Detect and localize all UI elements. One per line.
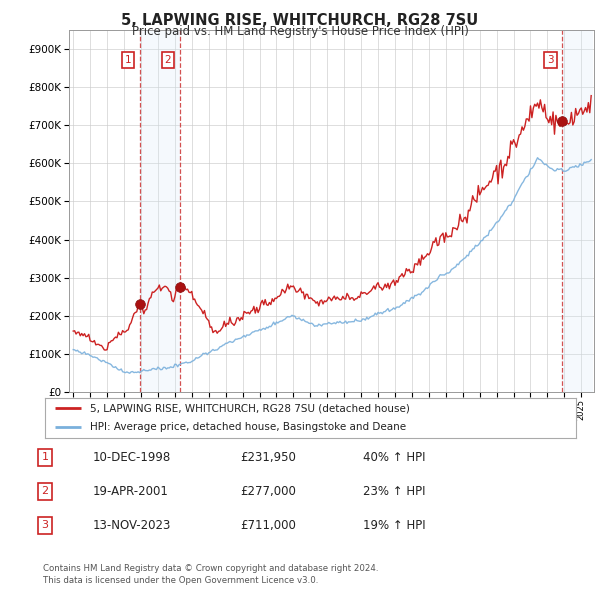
Text: 13-NOV-2023: 13-NOV-2023 — [93, 519, 172, 532]
Text: HPI: Average price, detached house, Basingstoke and Deane: HPI: Average price, detached house, Basi… — [90, 422, 406, 432]
Text: 3: 3 — [41, 520, 49, 530]
Text: 40% ↑ HPI: 40% ↑ HPI — [363, 451, 425, 464]
Text: 3: 3 — [547, 55, 554, 65]
Text: £711,000: £711,000 — [240, 519, 296, 532]
Text: 10-DEC-1998: 10-DEC-1998 — [93, 451, 171, 464]
Bar — [140, 30, 180, 392]
Text: 1: 1 — [124, 55, 131, 65]
Text: Price paid vs. HM Land Registry's House Price Index (HPI): Price paid vs. HM Land Registry's House … — [131, 25, 469, 38]
Text: £231,950: £231,950 — [240, 451, 296, 464]
Text: 5, LAPWING RISE, WHITCHURCH, RG28 7SU: 5, LAPWING RISE, WHITCHURCH, RG28 7SU — [121, 13, 479, 28]
Text: 2: 2 — [41, 487, 49, 496]
Bar — [562, 30, 593, 392]
Text: Contains HM Land Registry data © Crown copyright and database right 2024.
This d: Contains HM Land Registry data © Crown c… — [43, 565, 379, 585]
Text: 19% ↑ HPI: 19% ↑ HPI — [363, 519, 425, 532]
Text: 5, LAPWING RISE, WHITCHURCH, RG28 7SU (detached house): 5, LAPWING RISE, WHITCHURCH, RG28 7SU (d… — [90, 404, 410, 414]
Text: 2: 2 — [164, 55, 171, 65]
Text: 1: 1 — [41, 453, 49, 462]
Text: 23% ↑ HPI: 23% ↑ HPI — [363, 485, 425, 498]
Text: 19-APR-2001: 19-APR-2001 — [93, 485, 169, 498]
Text: £277,000: £277,000 — [240, 485, 296, 498]
